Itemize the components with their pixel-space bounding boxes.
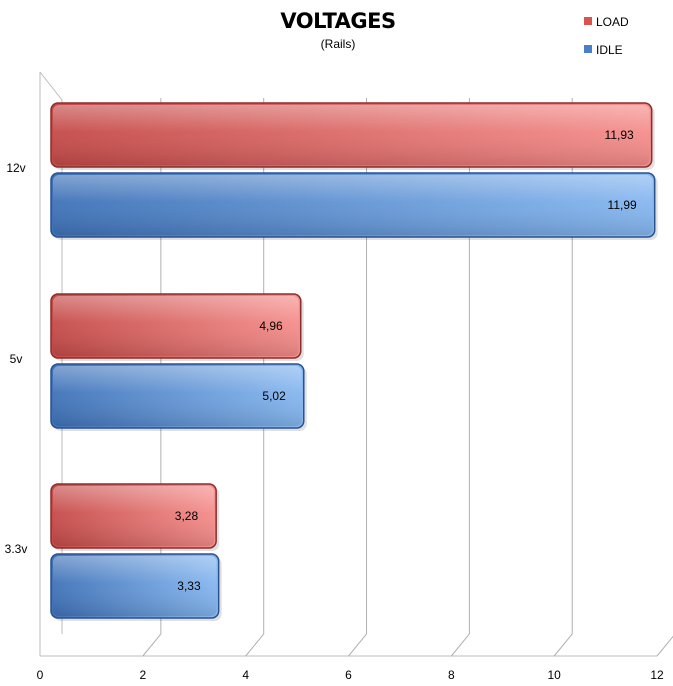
x-tick-label: 2	[139, 668, 146, 682]
category-labels: 12v 5v 3.3v	[5, 161, 28, 556]
gridline-floor	[142, 633, 162, 657]
legend-label-load: LOAD	[596, 15, 629, 29]
bar-load-12v: 11,93	[50, 102, 655, 170]
bar-gloss	[53, 556, 217, 616]
gridline-floor	[656, 635, 673, 657]
bar-load-5v: 4,96	[50, 293, 304, 361]
x-tick-label: 0	[37, 668, 44, 682]
x-tick-label: 12	[650, 668, 664, 682]
x-axis-ticks: 0 2 4 6 8 10 12	[37, 668, 664, 682]
chart-title: VOLTAGES	[280, 9, 395, 33]
bar-idle-3.3v: 3,33	[50, 553, 222, 621]
top-depth-edge	[39, 71, 63, 101]
legend-label-idle: IDLE	[596, 43, 623, 57]
data-label: 11,99	[608, 198, 637, 212]
legend-swatch-idle	[584, 45, 592, 53]
bar-gloss	[53, 175, 653, 235]
bar-gloss	[53, 105, 650, 165]
legend-swatch-load	[584, 17, 592, 25]
gridline-floor	[553, 633, 573, 657]
gridline-floor	[245, 633, 265, 657]
category-label: 12v	[6, 161, 25, 175]
category-label: 3.3v	[5, 542, 28, 556]
bar-idle-5v: 5,02	[50, 363, 307, 431]
bar-gloss	[53, 366, 302, 426]
category-label: 5v	[10, 352, 23, 366]
x-tick-label: 10	[547, 668, 561, 682]
data-label: 4,96	[259, 319, 283, 333]
x-tick-label: 4	[242, 668, 249, 682]
data-label: 5,02	[262, 389, 286, 403]
chart-subtitle: (Rails)	[321, 37, 356, 51]
bar-gloss	[53, 296, 299, 356]
x-tick-label: 8	[448, 668, 455, 682]
bar-gloss	[53, 486, 215, 546]
gridline-floor	[450, 633, 470, 657]
data-label: 3,28	[175, 509, 199, 523]
x-tick-label: 6	[345, 668, 352, 682]
gridline-floor	[348, 633, 367, 657]
data-label: 3,33	[177, 579, 201, 593]
legend: LOAD IDLE	[584, 15, 629, 57]
data-label: 11,93	[605, 128, 634, 142]
bars: 11,93 11,99 4,96 5,02 3,28 3,33	[50, 102, 658, 621]
bar-idle-12v: 11,99	[50, 172, 658, 240]
bar-load-3.3v: 3,28	[50, 483, 220, 551]
